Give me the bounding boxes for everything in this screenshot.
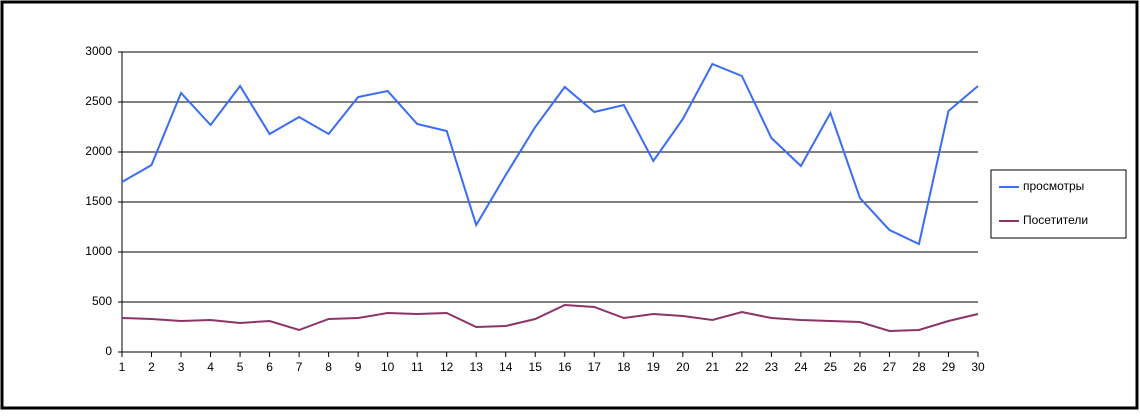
series-line <box>121 62 979 246</box>
x-tick-label: 6 <box>266 360 273 374</box>
legend-box <box>990 169 1127 239</box>
y-tick-label: 2500 <box>85 94 112 108</box>
x-tick-label: 17 <box>588 360 602 374</box>
y-tick-label: 500 <box>92 294 112 308</box>
x-tick-label: 13 <box>470 360 484 374</box>
x-tick-label: 27 <box>883 360 897 374</box>
x-tick-label: 11 <box>411 360 424 374</box>
x-tick-label: 8 <box>325 360 332 374</box>
x-tick-label: 7 <box>296 360 303 374</box>
x-tick-label: 19 <box>647 360 661 374</box>
legend-label: просмотры <box>1023 179 1084 193</box>
x-tick-label: 25 <box>824 360 838 374</box>
x-tick-label: 3 <box>178 360 185 374</box>
legend-label: Посетители <box>1023 213 1088 227</box>
x-tick-label: 14 <box>499 360 513 374</box>
x-tick-label: 23 <box>765 360 779 374</box>
y-tick-label: 1000 <box>85 244 112 258</box>
x-tick-label: 12 <box>440 360 454 374</box>
x-tick-label: 5 <box>237 360 244 374</box>
y-tick-label: 2000 <box>85 144 112 158</box>
x-tick-label: 24 <box>794 360 808 374</box>
x-tick-label: 15 <box>529 360 543 374</box>
y-tick-label: 0 <box>105 344 112 358</box>
x-tick-label: 20 <box>676 360 690 374</box>
x-tick-label: 2 <box>148 360 155 374</box>
series-line <box>121 303 979 333</box>
x-tick-label: 28 <box>912 360 926 374</box>
y-tick-label: 3000 <box>85 44 112 58</box>
x-tick-label: 18 <box>617 360 631 374</box>
x-tick-label: 26 <box>853 360 867 374</box>
x-tick-label: 1 <box>119 360 126 374</box>
x-tick-label: 16 <box>558 360 572 374</box>
x-tick-label: 9 <box>355 360 362 374</box>
x-tick-label: 4 <box>207 360 214 374</box>
y-tick-label: 1500 <box>85 194 112 208</box>
x-tick-label: 29 <box>942 360 956 374</box>
x-tick-label: 21 <box>706 360 720 374</box>
x-tick-label: 22 <box>735 360 749 374</box>
x-tick-label: 10 <box>381 360 395 374</box>
x-tick-label: 30 <box>971 360 985 374</box>
